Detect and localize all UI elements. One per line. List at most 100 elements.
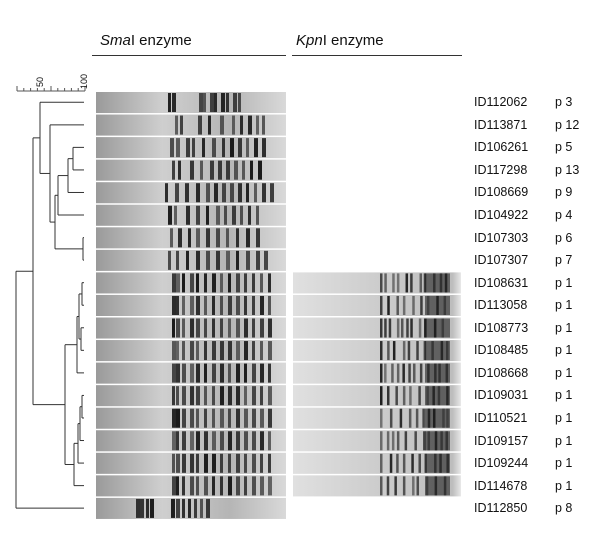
- gel-band: [206, 228, 210, 248]
- gel-band: [196, 431, 200, 451]
- gel-band: [238, 183, 242, 203]
- gel-band: [244, 341, 248, 361]
- pfge-pattern-label: p 7: [555, 253, 573, 268]
- gel-band: [236, 228, 239, 248]
- gel-band: [414, 431, 417, 451]
- gel-band: [218, 160, 222, 180]
- gel-band: [204, 386, 207, 406]
- gel-band: [256, 205, 259, 225]
- gel-band: [268, 431, 271, 451]
- gel-band: [411, 453, 414, 473]
- gel-band: [220, 273, 223, 293]
- gel-band: [408, 363, 411, 383]
- gel-band-cluster: [425, 295, 450, 315]
- pfge-pattern-label: p 6: [555, 230, 573, 245]
- gel-band: [404, 431, 408, 451]
- gel-band: [238, 93, 241, 113]
- pfge-pattern-label: p 1: [555, 388, 573, 403]
- gel-band: [196, 386, 200, 406]
- gel-band-cluster: [425, 386, 450, 406]
- gel-band: [212, 386, 215, 406]
- gel-band: [380, 363, 383, 383]
- gel-band: [260, 431, 264, 451]
- gel-band: [176, 363, 180, 383]
- gel-band: [176, 498, 180, 518]
- kpni-lane: [293, 430, 461, 452]
- gel-band: [182, 431, 186, 451]
- gel-band-cluster: [425, 363, 450, 383]
- gel-band: [176, 138, 180, 158]
- gel-band: [200, 160, 203, 180]
- gel-band: [256, 250, 260, 270]
- gel-band: [172, 363, 176, 383]
- gel-band: [172, 476, 176, 496]
- gel-band: [260, 453, 263, 473]
- gel-band: [185, 183, 189, 203]
- gel-band: [196, 228, 200, 248]
- gel-band: [226, 228, 229, 248]
- gel-band: [172, 93, 176, 113]
- gel-band: [252, 408, 256, 428]
- gel-band: [182, 295, 185, 315]
- gel-band: [252, 273, 255, 293]
- gel-band: [216, 205, 220, 225]
- gel-band: [224, 205, 227, 225]
- gel-band: [260, 408, 264, 428]
- gel-band: [248, 205, 251, 225]
- isolate-id: ID109157: [474, 433, 529, 448]
- pfge-pattern-label: p 12: [555, 117, 580, 132]
- gel-band: [389, 408, 393, 428]
- gel-band: [380, 476, 383, 496]
- gel-band: [182, 363, 186, 383]
- gel-band: [402, 386, 406, 406]
- pfge-pattern-label: p 1: [555, 478, 573, 493]
- gel-band: [203, 93, 206, 113]
- gel-band: [422, 408, 425, 428]
- gel-band: [172, 273, 176, 293]
- gel-band: [260, 363, 264, 383]
- gel-band: [228, 431, 232, 451]
- gel-band: [380, 453, 383, 473]
- gel-band: [396, 453, 399, 473]
- gel-band: [182, 476, 185, 496]
- gel-band: [268, 295, 271, 315]
- smai-lane: [96, 182, 286, 204]
- gel-band: [242, 160, 245, 180]
- gel-band: [236, 408, 240, 428]
- gel-band-cluster: [425, 431, 450, 451]
- gel-band: [412, 295, 415, 315]
- gel-band: [402, 295, 406, 315]
- gel-band: [182, 408, 186, 428]
- gel-band: [419, 273, 423, 293]
- gel-band: [405, 273, 409, 293]
- isolate-id: ID108668: [474, 365, 529, 380]
- gel-band: [236, 341, 240, 361]
- gel-band: [244, 318, 248, 338]
- gel-band: [186, 250, 189, 270]
- gel-band: [186, 138, 190, 158]
- pfge-pattern-label: p 1: [555, 433, 573, 448]
- gel-band: [200, 498, 203, 518]
- gel-band: [165, 183, 168, 203]
- gel-band: [386, 431, 390, 451]
- gel-band: [252, 318, 255, 338]
- gel-band: [176, 386, 179, 406]
- gel-band: [236, 431, 240, 451]
- gel-band: [176, 408, 180, 428]
- pfge-pattern-label: p 5: [555, 140, 573, 155]
- gel-band: [262, 138, 266, 158]
- gel-band: [196, 341, 199, 361]
- gel-band: [204, 408, 207, 428]
- smai-gel-lanes: [96, 92, 286, 519]
- isolate-id: ID104922: [474, 208, 529, 223]
- gel-band: [208, 115, 211, 135]
- pfge-pattern-label: p 1: [555, 275, 573, 290]
- gel-band: [228, 453, 231, 473]
- gel-band: [248, 115, 252, 135]
- gel-band: [262, 115, 265, 135]
- gel-band: [202, 138, 205, 158]
- gel-band: [387, 295, 390, 315]
- gel-band: [260, 476, 264, 496]
- gel-band: [226, 93, 229, 113]
- gel-band: [380, 386, 383, 406]
